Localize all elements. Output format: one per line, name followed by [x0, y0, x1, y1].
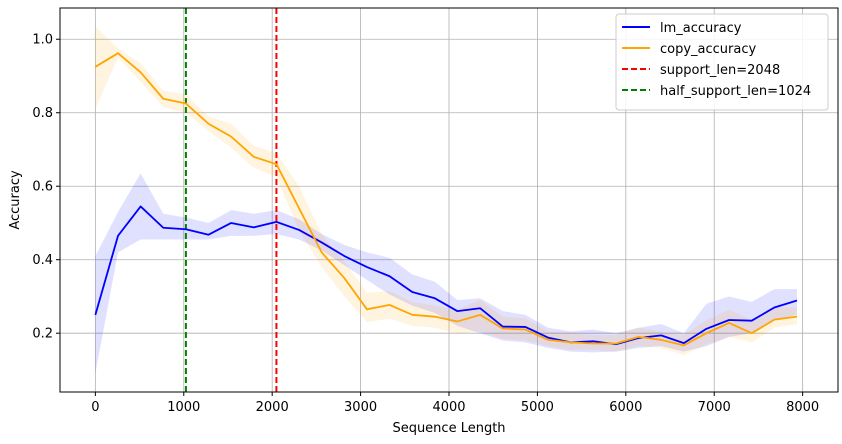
- y-tick-label: 0.4: [32, 253, 53, 268]
- x-tick-label: 6000: [609, 400, 642, 415]
- legend-label: copy_accuracy: [660, 42, 757, 57]
- x-tick-label: 2000: [256, 400, 289, 415]
- x-tick-label: 0: [91, 400, 99, 415]
- x-tick-label: 5000: [521, 400, 554, 415]
- legend-label: lm_accuracy: [660, 21, 742, 36]
- y-tick-label: 1.0: [32, 33, 53, 48]
- y-axis-label: Accuracy: [8, 170, 23, 230]
- legend: lm_accuracy copy_accuracy support_len=2048…: [615, 13, 829, 111]
- x-axis-label: Sequence Length: [392, 421, 505, 436]
- x-tick-label: 4000: [432, 400, 465, 415]
- y-tick-label: 0.8: [32, 106, 53, 121]
- x-tick-label: 8000: [786, 400, 819, 415]
- series-lines: [94, 52, 798, 347]
- copy-accuracy-line: [94, 52, 798, 347]
- x-tick-label: 3000: [344, 400, 377, 415]
- reference-lines: [184, 8, 278, 392]
- y-tick-label: 0.2: [32, 327, 53, 342]
- legend-label: support_len=2048: [660, 63, 780, 78]
- x-ticks: 0 1000 2000 3000 4000 5000 6000 7000 8000: [91, 392, 819, 415]
- legend-box: [615, 13, 829, 111]
- x-tick-label: 1000: [167, 400, 200, 415]
- y-ticks: 0.2 0.4 0.6 0.8 1.0: [32, 33, 60, 342]
- x-tick-label: 7000: [698, 400, 731, 415]
- copy_accuracy-band: [95, 26, 797, 356]
- lm-accuracy-line: [94, 205, 798, 346]
- legend-label: half_support_len=1024: [660, 84, 811, 99]
- y-tick-label: 0.6: [32, 180, 53, 195]
